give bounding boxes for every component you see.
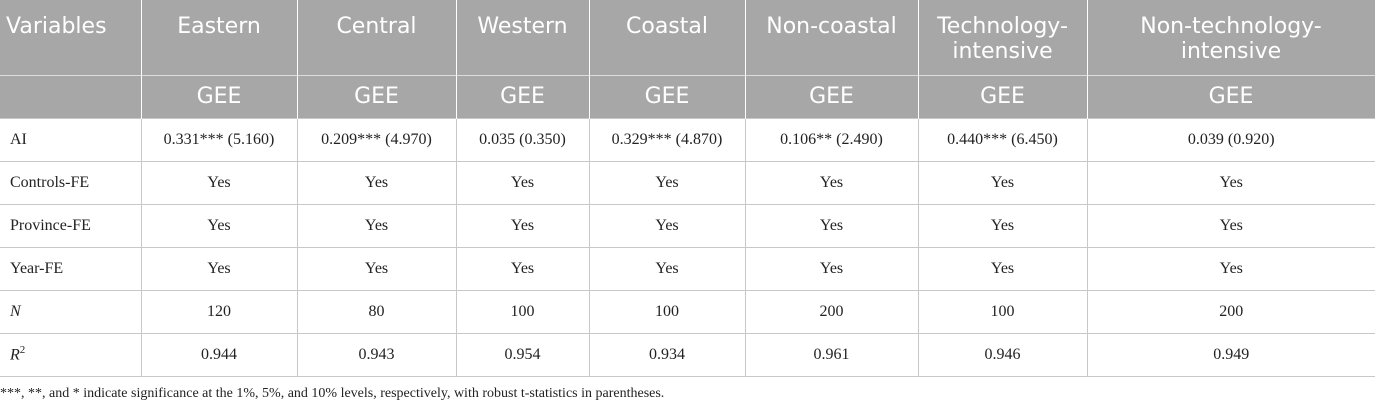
cell: 100 [917, 289, 1088, 334]
row-label-sup: 2 [19, 344, 26, 357]
cell: 0.331*** (5.160) [140, 117, 298, 162]
table-row: R2 0.944 0.943 0.954 0.934 0.961 0.946 0.949 [0, 332, 1375, 377]
row-label-cell: Controls-FE [0, 160, 142, 205]
cell: 100 [455, 289, 590, 334]
cell: 0.035 (0.350) [455, 117, 590, 162]
cell: 100 [588, 289, 746, 334]
column-header: Non-technology-intensive [1086, 0, 1375, 75]
column-header: Coastal [588, 0, 746, 75]
cell: Yes [917, 246, 1088, 291]
cell: 120 [140, 289, 298, 334]
cell: 0.961 [744, 332, 919, 377]
cell: Yes [296, 160, 457, 205]
cell: 80 [296, 289, 457, 334]
method-header: GEE [296, 74, 457, 118]
row-label-cell: R2 [0, 332, 142, 377]
row-label: Year-FE [10, 259, 64, 277]
cell: Yes [296, 246, 457, 291]
cell: Yes [455, 246, 590, 291]
row-label-cell: AI [0, 117, 142, 162]
cell: Yes [455, 203, 590, 248]
row-label: AI [10, 130, 27, 148]
cell: Yes [1086, 203, 1375, 248]
row-label-cell: N [0, 289, 142, 334]
cell: 0.954 [455, 332, 590, 377]
row-label-cell: Year-FE [0, 246, 142, 291]
table-row: Year-FE Yes Yes Yes Yes Yes Yes Yes [0, 246, 1375, 291]
column-header: Central [296, 0, 457, 75]
cell: Yes [1086, 246, 1375, 291]
cell: Yes [140, 246, 298, 291]
cell: Yes [917, 160, 1088, 205]
cell: Yes [1086, 160, 1375, 205]
cell: Yes [744, 160, 919, 205]
table-row: AI 0.331*** (5.160) 0.209*** (4.970) 0.035 … [0, 117, 1375, 162]
cell: 200 [1086, 289, 1375, 334]
column-header: Western [455, 0, 590, 75]
cell: Yes [588, 160, 746, 205]
cell: Yes [296, 203, 457, 248]
empty-header [0, 74, 142, 118]
cell: 0.209*** (4.970) [296, 117, 457, 162]
row-label-cell: Province-FE [0, 203, 142, 248]
cell: 0.944 [140, 332, 298, 377]
subheader-row: GEE GEE GEE GEE GEE GEE GEE [0, 74, 1375, 118]
cell: Yes [140, 160, 298, 205]
table-row: Controls-FE Yes Yes Yes Yes Yes Yes Yes [0, 160, 1375, 205]
column-header: Variables [0, 0, 142, 75]
cell: Yes [455, 160, 590, 205]
row-label: N [10, 302, 21, 320]
cell: 0.039 (0.920) [1086, 117, 1375, 162]
column-header: Eastern [140, 0, 298, 75]
cell: Yes [140, 203, 298, 248]
table-row: Province-FE Yes Yes Yes Yes Yes Yes Yes [0, 203, 1375, 248]
cell: 0.440*** (6.450) [917, 117, 1088, 162]
row-label: Province-FE [10, 216, 91, 234]
method-header: GEE [917, 74, 1088, 118]
results-table: Variables Eastern Central Western Coastal Non… [0, 0, 1375, 377]
cell: 0.943 [296, 332, 457, 377]
method-header: GEE [455, 74, 590, 118]
column-header: Technology-intensive [917, 0, 1088, 75]
table-row: N 120 80 100 100 200 100 200 [0, 289, 1375, 334]
row-label: Controls-FE [10, 173, 90, 191]
footnote: ***, **, and * indicate significance at … [0, 385, 665, 401]
cell: 0.934 [588, 332, 746, 377]
cell: Yes [588, 203, 746, 248]
cell: 0.949 [1086, 332, 1375, 377]
cell: Yes [744, 246, 919, 291]
cell: 0.329*** (4.870) [588, 117, 746, 162]
cell: Yes [917, 203, 1088, 248]
column-header: Non-coastal [744, 0, 919, 75]
method-header: GEE [1086, 74, 1375, 118]
method-header: GEE [140, 74, 298, 118]
method-header: GEE [744, 74, 919, 118]
cell: 200 [744, 289, 919, 334]
cell: 0.946 [917, 332, 1088, 377]
cell: 0.106** (2.490) [744, 117, 919, 162]
method-header: GEE [588, 74, 746, 118]
cell: Yes [588, 246, 746, 291]
header-row: Variables Eastern Central Western Coastal Non… [0, 0, 1375, 75]
cell: Yes [744, 203, 919, 248]
table-body: AI 0.331*** (5.160) 0.209*** (4.970) 0.035 … [0, 117, 1375, 377]
row-label: R [10, 346, 20, 364]
